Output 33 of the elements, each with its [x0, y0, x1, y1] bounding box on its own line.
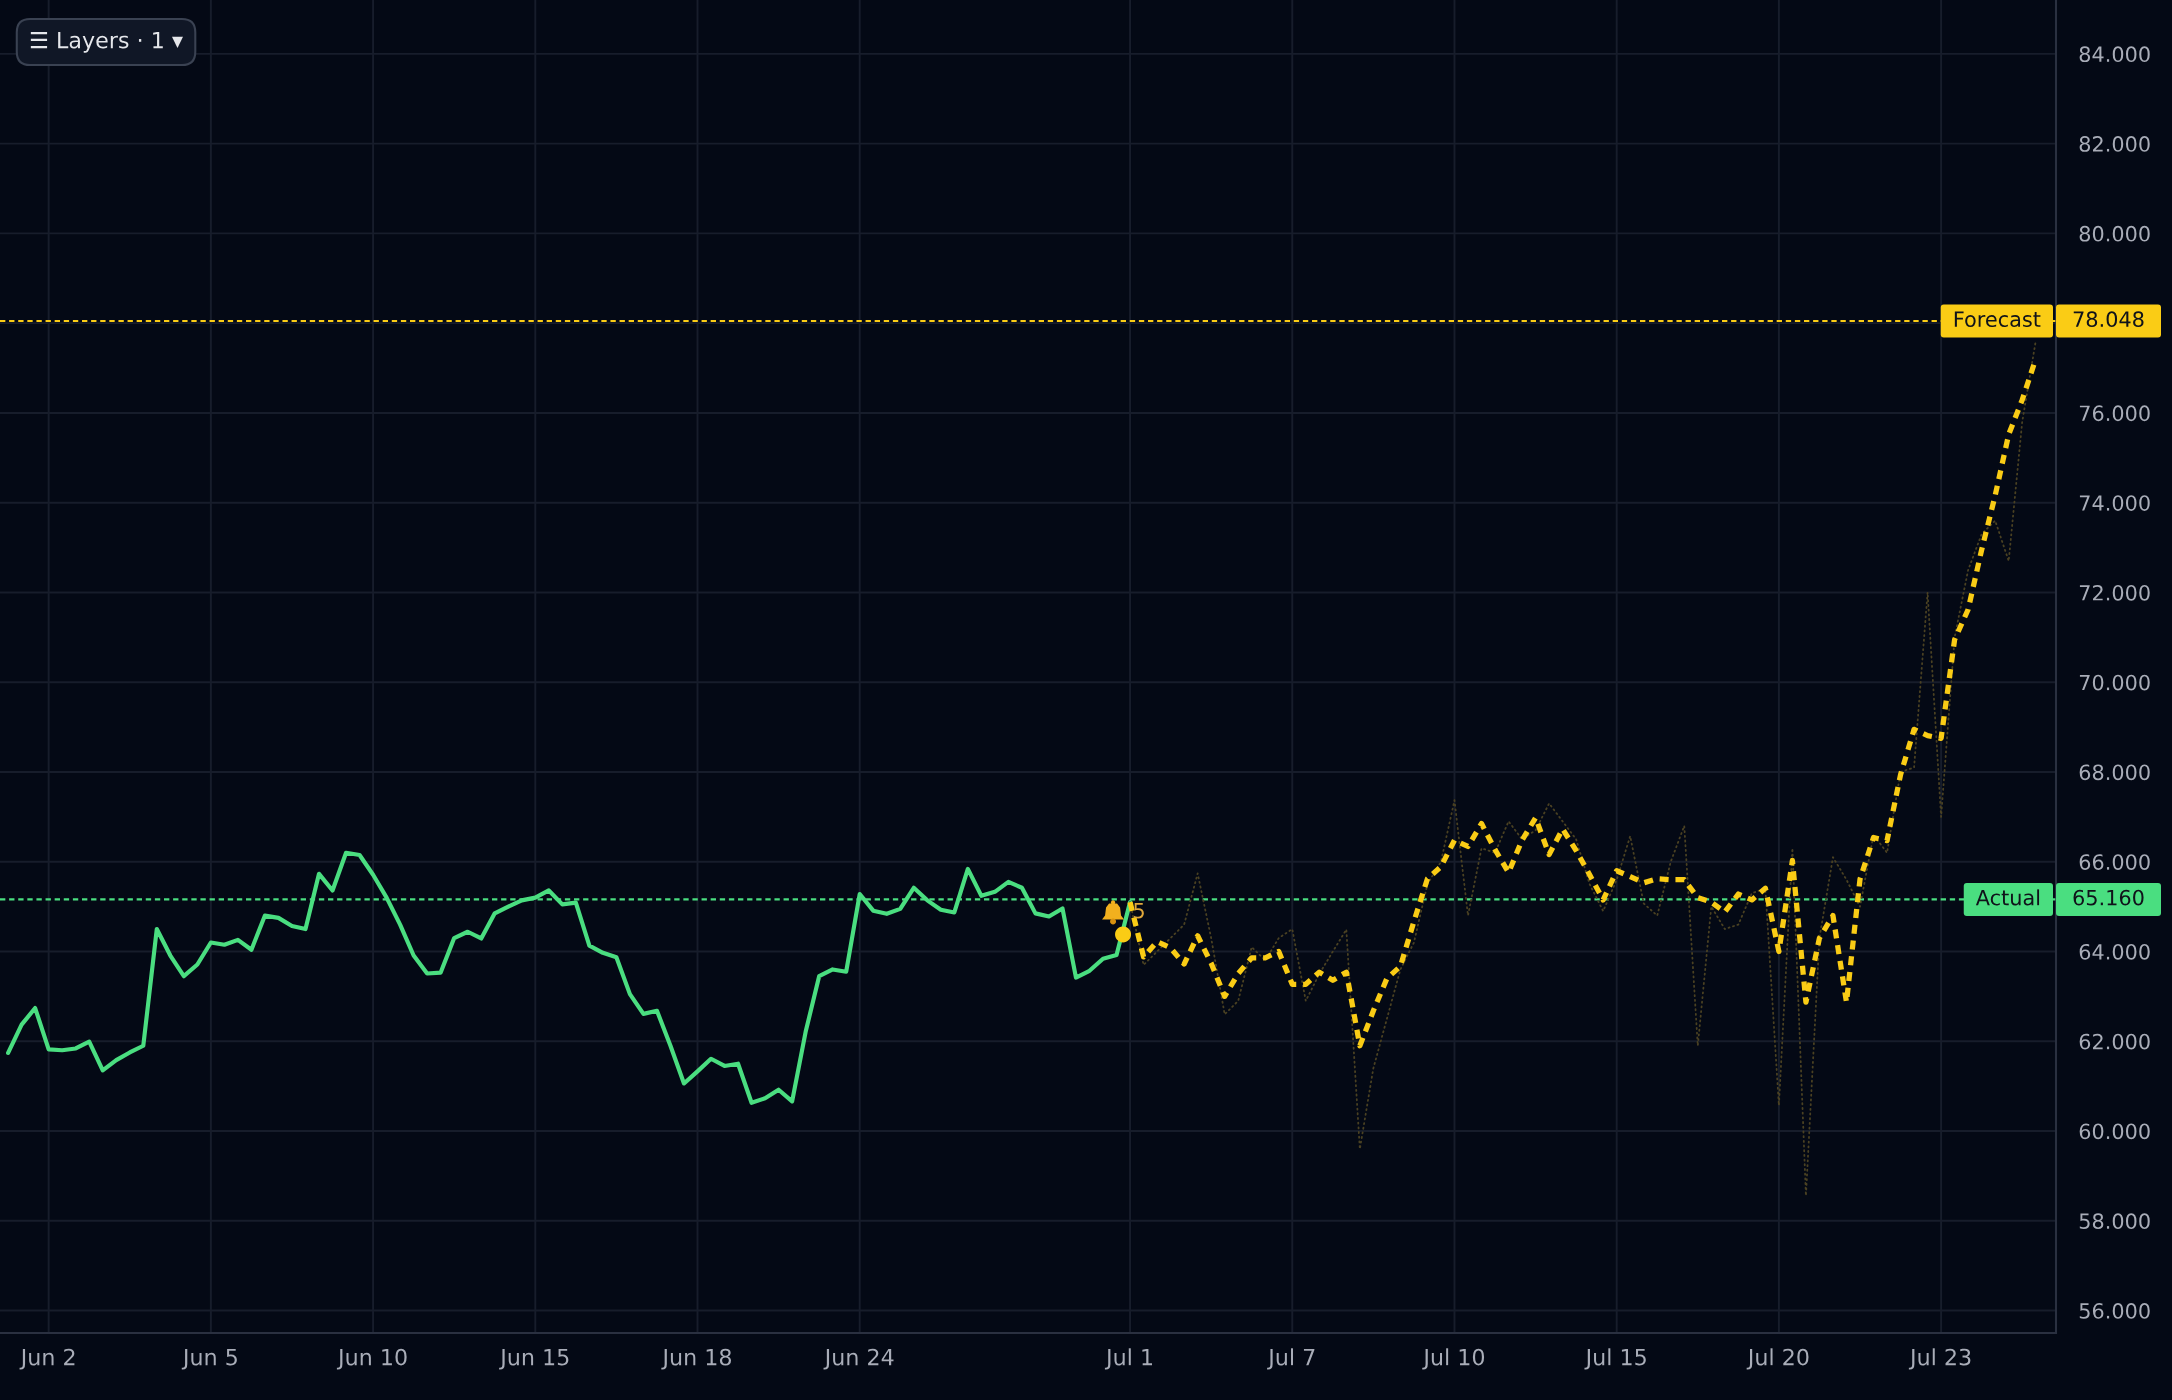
- y-tick-label: 72.000: [2079, 584, 2150, 601]
- x-tick-label: Jun 24: [823, 1348, 894, 1370]
- ref-line-label: Forecast: [1954, 311, 2041, 328]
- x-tick-label: Jun 18: [661, 1348, 732, 1370]
- line-series: [1129, 340, 2037, 1197]
- x-tick-label: Jul 23: [1908, 1348, 1971, 1370]
- y-tick-label: 76.000: [2079, 405, 2150, 422]
- y-tick-label: 64.000: [2079, 943, 2150, 960]
- x-tick-label: Jul 1: [1104, 1348, 1153, 1370]
- x-tick-label: Jun 2: [19, 1348, 75, 1370]
- y-tick-label: 68.000: [2079, 764, 2150, 781]
- x-tick-label: Jun 5: [181, 1348, 237, 1370]
- x-tick-label: Jul 7: [1267, 1348, 1315, 1370]
- x-tick-label: Jul 20: [1746, 1348, 1809, 1370]
- y-tick-label: 80.000: [2079, 225, 2150, 242]
- y-tick-label: 66.000: [2079, 854, 2150, 870]
- y-tick-label: 74.000: [2079, 495, 2150, 511]
- y-tick-label: 58.000: [2079, 1213, 2150, 1230]
- y-tick-label: 62.000: [2079, 1033, 2150, 1050]
- y-tick-label: 84.000: [2079, 46, 2150, 63]
- y-tick-label: 70.000: [2079, 674, 2150, 691]
- y-tick-label: 82.000: [2079, 136, 2150, 152]
- y-tick-label: 56.000: [2079, 1303, 2150, 1319]
- text: 78.048: [2073, 311, 2144, 328]
- y-tick-label: 60.000: [2079, 1123, 2150, 1140]
- x-tick-label: Jul 10: [1422, 1348, 1485, 1370]
- annotation: ☰ Layers · 1 ▾: [30, 31, 183, 53]
- x-tick-label: Jun 10: [336, 1348, 407, 1370]
- ref-line-label: Actual: [1975, 889, 2040, 906]
- x-tick-label: Jul 15: [1584, 1348, 1646, 1370]
- annotation: 5: [1134, 903, 1144, 919]
- text: 65.160: [2073, 889, 2144, 906]
- x-tick-label: Jun 15: [499, 1348, 569, 1370]
